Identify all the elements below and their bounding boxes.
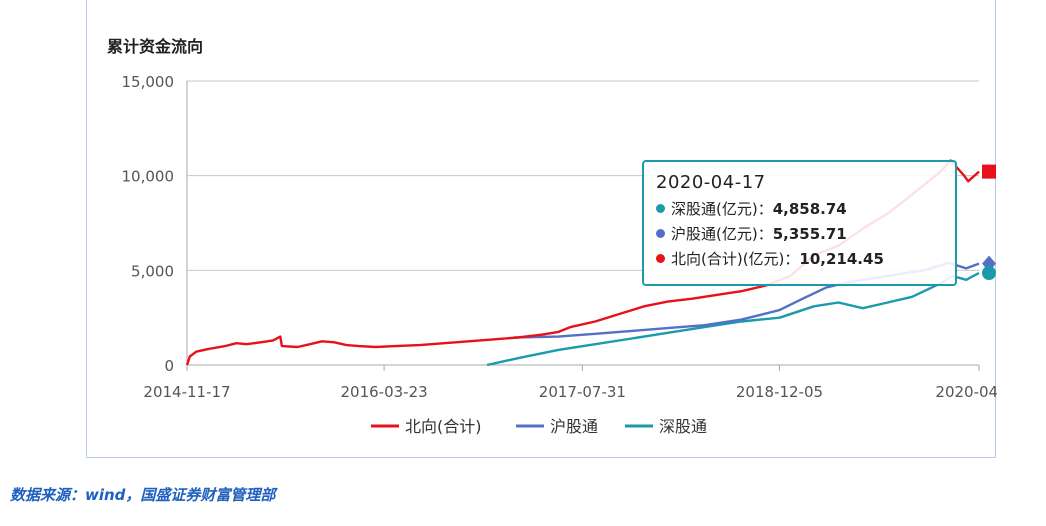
y-tick-label: 0 xyxy=(164,357,174,375)
data-tooltip: 2020-04-17 深股通(亿元)：4,858.74 沪股通(亿元)：5,35… xyxy=(642,160,957,286)
tooltip-dot-shanghai xyxy=(656,229,665,238)
tooltip-label: 北向(合计)(亿元)： xyxy=(671,250,800,268)
tooltip-value: 5,355.71 xyxy=(772,225,847,243)
tooltip-dot-shenzhen xyxy=(656,204,665,213)
x-tick-label: 2017-07-31 xyxy=(539,383,626,401)
series-end-marker-square xyxy=(982,164,996,179)
tooltip-row-shanghai: 沪股通(亿元)：5,355.71 xyxy=(656,222,943,247)
tooltip-date: 2020-04-17 xyxy=(656,172,766,193)
legend-label: 北向(合计) xyxy=(405,417,482,436)
legend-label: 沪股通 xyxy=(550,417,598,436)
tooltip-label: 深股通(亿元)： xyxy=(671,200,773,218)
series-end-marker-circle xyxy=(982,266,996,281)
tooltip-dot-northbound xyxy=(656,254,665,263)
x-tick-label: 2018-12-05 xyxy=(736,383,823,401)
x-tick-label: 2020-04-16 xyxy=(935,383,997,401)
tooltip-value: 10,214.45 xyxy=(799,250,884,268)
x-tick-label: 2016-03-23 xyxy=(341,383,428,401)
y-tick-label: 15,000 xyxy=(122,73,175,91)
tooltip-row-northbound: 北向(合计)(亿元)：10,214.45 xyxy=(656,247,943,272)
tooltip-label: 沪股通(亿元)： xyxy=(671,225,773,243)
y-tick-label: 5,000 xyxy=(131,262,174,280)
source-note: 数据来源：wind，国盛证券财富管理部 xyxy=(10,486,276,504)
y-tick-label: 10,000 xyxy=(122,168,175,186)
tooltip-value: 4,858.74 xyxy=(772,200,847,218)
series-line-2 xyxy=(486,271,980,367)
legend-label: 深股通 xyxy=(659,417,707,436)
tooltip-row-shenzhen: 深股通(亿元)：4,858.74 xyxy=(656,197,943,222)
chart-title: 累计资金流向 xyxy=(107,37,203,56)
x-tick-label: 2014-11-17 xyxy=(143,383,230,401)
